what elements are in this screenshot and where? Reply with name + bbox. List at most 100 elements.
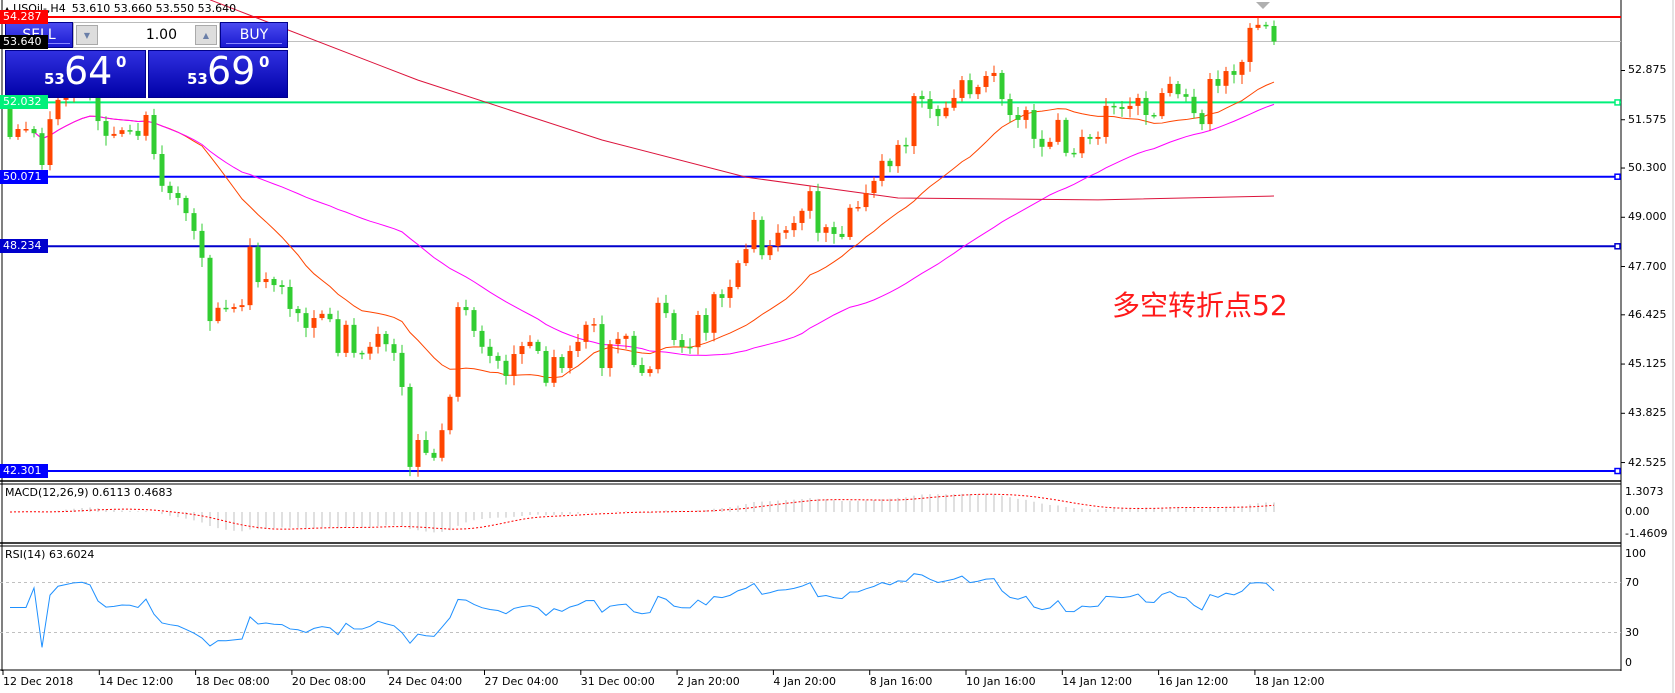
candle: [1135, 93, 1141, 116]
candle: [1031, 104, 1037, 149]
candle: [1255, 17, 1261, 31]
candle: [999, 70, 1005, 106]
candle: [183, 195, 189, 222]
candle: [367, 342, 373, 360]
candle: [15, 124, 21, 140]
candle: [991, 65, 997, 83]
candle-body: [783, 230, 789, 233]
candle: [615, 332, 621, 354]
candle-body: [351, 324, 357, 353]
candle: [1183, 88, 1189, 102]
candle-body: [823, 227, 829, 233]
candle-body: [1271, 25, 1277, 42]
candle: [1215, 70, 1221, 94]
candle-body: [295, 308, 301, 314]
candle: [351, 318, 357, 358]
candle-body: [487, 346, 493, 356]
candle: [1087, 134, 1093, 145]
candle-body: [1215, 79, 1221, 86]
candle: [1055, 113, 1061, 145]
candle: [967, 73, 973, 99]
candle: [383, 331, 389, 352]
lot-size-input[interactable]: ▼ 1.00 ▲: [73, 22, 220, 48]
candle-body: [231, 307, 237, 309]
candle-body: [1135, 97, 1141, 106]
candle-body: [431, 452, 437, 458]
candle: [855, 200, 861, 212]
candle-body: [599, 324, 605, 369]
candle: [247, 238, 253, 310]
candle: [119, 127, 125, 137]
sell-price-main: 64: [64, 49, 113, 93]
time-label: 27 Dec 04:00: [484, 675, 559, 688]
candle-body: [1119, 107, 1125, 109]
candle-body: [167, 185, 173, 194]
sell-price-button[interactable]: 53 64 0: [5, 49, 146, 98]
candle-body: [335, 319, 341, 353]
lot-increase-icon[interactable]: ▲: [195, 25, 217, 45]
candle: [487, 338, 493, 364]
lot-decrease-icon[interactable]: ▼: [76, 25, 98, 45]
candle: [1071, 148, 1077, 158]
candle-body: [439, 430, 445, 458]
candle-body: [55, 99, 61, 120]
candle: [399, 344, 405, 396]
candles: [7, 17, 1277, 477]
level-price-label: 42.301: [0, 464, 48, 479]
candle-body: [263, 279, 269, 283]
candle-body: [655, 302, 661, 370]
candle: [335, 310, 341, 357]
candle-body: [879, 160, 885, 181]
candle: [759, 216, 765, 260]
candle-body: [1247, 27, 1253, 62]
buy-price-main: 69: [207, 49, 256, 93]
time-label: 8 Jan 16:00: [869, 675, 933, 688]
candle: [959, 75, 965, 102]
candle: [1095, 131, 1101, 145]
candle-body: [503, 360, 509, 376]
candle: [1023, 106, 1029, 129]
time-label: 10 Jan 16:00: [966, 675, 1036, 688]
candle-body: [935, 108, 941, 117]
candle: [199, 223, 205, 268]
candle-body: [839, 233, 845, 237]
candle-body: [423, 440, 429, 453]
collapse-triangle-icon[interactable]: ▲: [4, 5, 10, 14]
candle: [823, 224, 829, 243]
buy-button[interactable]: BUY: [220, 22, 288, 48]
candle: [1079, 129, 1085, 159]
candle: [359, 350, 365, 360]
candle: [319, 310, 325, 321]
candle: [815, 183, 821, 242]
candle-body: [183, 197, 189, 214]
rsi-line: [10, 573, 1275, 648]
level-price-label: 54.287: [0, 10, 48, 24]
buy-price-button[interactable]: 53 69 0: [148, 49, 288, 98]
time-label: 12 Dec 2018: [3, 675, 74, 688]
candle: [655, 297, 661, 374]
candle: [871, 176, 877, 198]
candle: [543, 346, 549, 387]
time-label: 20 Dec 08:00: [291, 675, 366, 688]
lot-value[interactable]: 1.00: [145, 27, 177, 43]
candle: [1143, 91, 1149, 125]
current-price-label: 53.640: [0, 34, 48, 49]
candle-body: [1143, 97, 1149, 115]
candle-body: [135, 130, 141, 136]
candle: [575, 333, 581, 358]
candle: [295, 306, 301, 322]
candle-body: [327, 313, 333, 320]
candle: [735, 260, 741, 290]
candle-body: [855, 207, 861, 209]
candle-body: [735, 263, 741, 287]
candle: [623, 333, 629, 349]
candle: [847, 204, 853, 240]
candle-body: [255, 246, 261, 283]
candle: [287, 279, 293, 317]
chart-annotation[interactable]: 多空转折点52: [1112, 289, 1288, 322]
candle-body: [119, 130, 125, 134]
candle: [799, 208, 805, 231]
candle: [607, 340, 613, 377]
